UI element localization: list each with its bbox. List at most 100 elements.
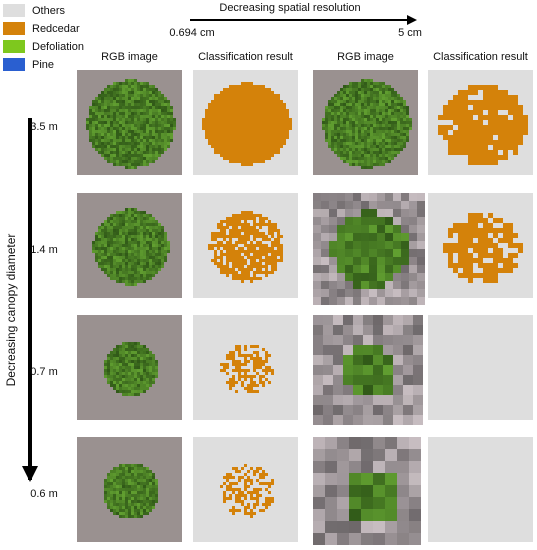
pixel (116, 384, 119, 387)
pixel (92, 124, 95, 127)
redcedar-pixel (262, 381, 265, 384)
pixel (137, 467, 140, 470)
pixel (104, 109, 107, 112)
redcedar-pixel (226, 262, 229, 265)
redcedar-pixel (265, 351, 268, 354)
pixel (417, 225, 425, 233)
pixel (337, 139, 340, 142)
pixel (361, 473, 373, 485)
pixel (155, 360, 158, 363)
pixel (364, 142, 367, 145)
pixel (104, 112, 107, 115)
pixel (409, 193, 417, 201)
pixel (373, 124, 376, 127)
redcedar-pixel (453, 110, 458, 115)
redcedar-pixel (208, 130, 211, 133)
redcedar-pixel (265, 139, 268, 142)
redcedar-pixel (229, 381, 232, 384)
pixel (140, 509, 143, 512)
pixel (167, 112, 170, 115)
pixel (325, 461, 337, 473)
redcedar-pixel (262, 91, 265, 94)
redcedar-pixel (262, 265, 265, 268)
pixel (131, 166, 134, 169)
pixel (134, 467, 137, 470)
redcedar-pixel (262, 106, 265, 109)
pixel (134, 223, 137, 226)
pixel (385, 127, 388, 130)
redcedar-pixel (478, 243, 483, 248)
pixel (113, 142, 116, 145)
redcedar-pixel (211, 100, 214, 103)
redcedar-pixel (244, 506, 247, 509)
redcedar-pixel (244, 136, 247, 139)
pixel (379, 109, 382, 112)
pixel (401, 193, 409, 201)
pixel (149, 479, 152, 482)
redcedar-pixel (229, 97, 232, 100)
pixel (170, 130, 173, 133)
pixel (119, 91, 122, 94)
pixel (110, 485, 113, 488)
redcedar-pixel (271, 121, 274, 124)
pixel (161, 250, 164, 253)
pixel (155, 244, 158, 247)
pixel (364, 85, 367, 88)
redcedar-pixel (247, 506, 250, 509)
redcedar-pixel (493, 258, 498, 263)
pixel (158, 259, 161, 262)
redcedar-pixel (271, 115, 274, 118)
pixel (149, 226, 152, 229)
pixel (137, 515, 140, 518)
redcedar-pixel (256, 214, 259, 217)
pixel (140, 366, 143, 369)
redcedar-pixel (211, 103, 214, 106)
pixel (377, 265, 385, 273)
redcedar-pixel (271, 139, 274, 142)
redcedar-pixel (277, 103, 280, 106)
pixel (406, 115, 409, 118)
pixel (361, 241, 369, 249)
pixel (119, 253, 122, 256)
redcedar-pixel (247, 130, 250, 133)
pixel (328, 109, 331, 112)
pixel (167, 241, 170, 244)
redcedar-pixel (265, 142, 268, 145)
pixel (128, 130, 131, 133)
pixel (173, 127, 176, 130)
redcedar-pixel (274, 253, 277, 256)
pixel (325, 121, 328, 124)
pixel (125, 491, 128, 494)
pixel (110, 277, 113, 280)
pixel (134, 488, 137, 491)
pixel (125, 283, 128, 286)
pixel (155, 241, 158, 244)
pixel (101, 268, 104, 271)
pixel (128, 280, 131, 283)
redcedar-pixel (238, 265, 241, 268)
pixel (361, 437, 373, 449)
pixel (149, 384, 152, 387)
pixel (128, 157, 131, 160)
redcedar-pixel (232, 271, 235, 274)
pixel (355, 160, 358, 163)
pixel (107, 354, 110, 357)
pixel (349, 163, 352, 166)
redcedar-pixel (244, 97, 247, 100)
redcedar-pixel (244, 109, 247, 112)
pixel (119, 372, 122, 375)
pixel (116, 387, 119, 390)
pixel (143, 485, 146, 488)
pixel (385, 297, 393, 305)
pixel (134, 369, 137, 372)
pixel (104, 247, 107, 250)
redcedar-pixel (488, 223, 493, 228)
pixel (116, 103, 119, 106)
pixel (355, 127, 358, 130)
pixel (325, 112, 328, 115)
redcedar-pixel (271, 136, 274, 139)
redcedar-pixel (247, 214, 250, 217)
redcedar-pixel (498, 105, 503, 110)
pixel (382, 91, 385, 94)
pixel (119, 384, 122, 387)
